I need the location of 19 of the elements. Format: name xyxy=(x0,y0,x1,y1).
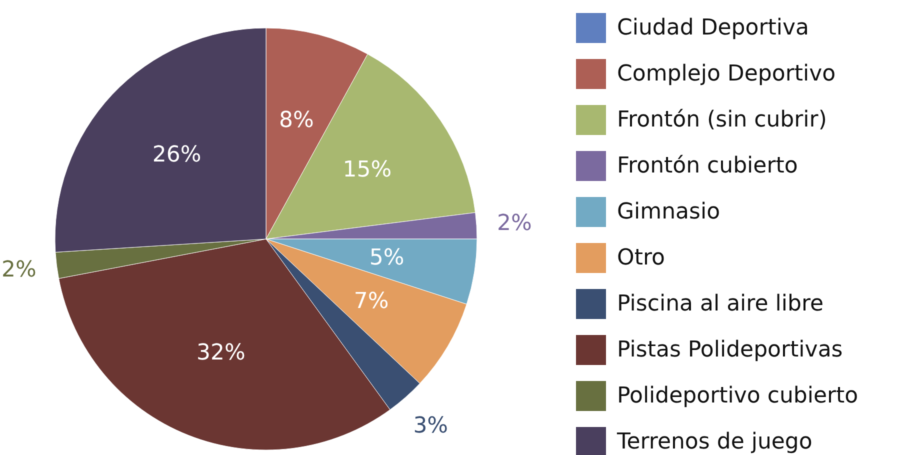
data-label: 8% xyxy=(278,108,314,133)
legend-label: Otro xyxy=(617,246,665,270)
data-label: 7% xyxy=(354,288,389,314)
legend-label: Ciudad Deportiva xyxy=(617,16,810,40)
data-label: 32% xyxy=(196,340,246,366)
data-label: 5% xyxy=(369,246,404,271)
data-label: 26% xyxy=(152,142,202,168)
legend-label: Complejo Deportivo xyxy=(617,62,836,86)
legend-label: Pistas Polideportivas xyxy=(617,338,843,362)
data-label: 3% xyxy=(413,413,448,438)
legend-label: Piscina al aire libre xyxy=(617,292,824,316)
legend-label: Gimnasio xyxy=(617,200,720,224)
legend-label: Frontón (sin cubrir) xyxy=(617,108,827,132)
legend-label: Terrenos de juego xyxy=(616,430,812,454)
data-label: 2% xyxy=(497,210,532,236)
data-label: 2% xyxy=(2,258,36,283)
legend-label: Frontón cubierto xyxy=(617,154,798,178)
legend-label: Polideportivo cubierto xyxy=(617,384,858,408)
data-label: 15% xyxy=(342,158,392,183)
